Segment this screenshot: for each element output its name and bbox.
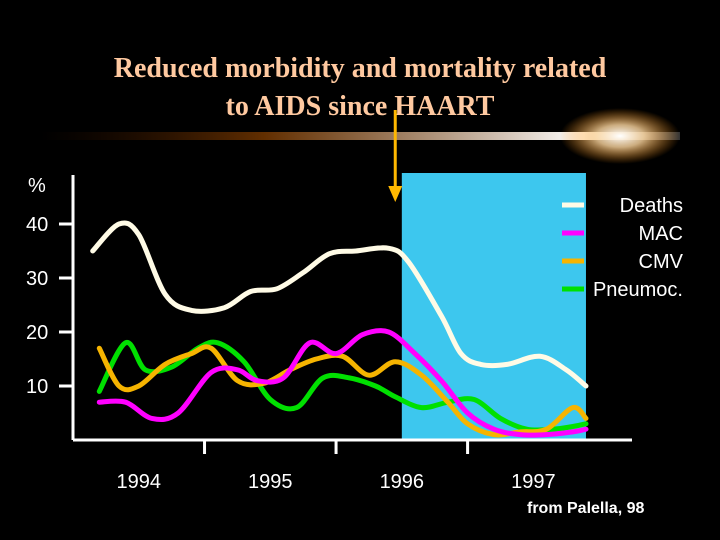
- legend-label-pneumoc: Pneumoc.: [593, 279, 683, 301]
- y-tick-label: 10: [26, 376, 48, 398]
- legend-label-mac: MAC: [639, 223, 683, 245]
- slide-title-line-2: to AIDS since HAART: [225, 91, 495, 122]
- series-line-deaths: [90, 220, 589, 389]
- legend-label-cmv: CMV: [639, 251, 684, 273]
- x-tick-label: 1994: [117, 471, 162, 493]
- x-tick-label: 1996: [380, 471, 425, 493]
- y-tick-label: 30: [26, 268, 48, 290]
- haart-arrow-head: [388, 186, 403, 202]
- slide-title-line-1: Reduced morbidity and mortality related: [113, 53, 607, 84]
- title-light-streak: [40, 108, 680, 164]
- legend-label-deaths: Deaths: [620, 195, 683, 217]
- source-note: from Palella, 98: [527, 500, 645, 517]
- series-line-pneumoc: [96, 339, 589, 433]
- x-tick-label: 1997: [511, 471, 556, 493]
- haart-highlight-region: [401, 173, 586, 440]
- series-line-mac: [96, 328, 589, 438]
- y-tick-label: 40: [26, 214, 48, 236]
- y-axis-label: %: [28, 175, 46, 197]
- x-tick-label: 1995: [248, 471, 293, 493]
- y-tick-label: 20: [26, 322, 48, 344]
